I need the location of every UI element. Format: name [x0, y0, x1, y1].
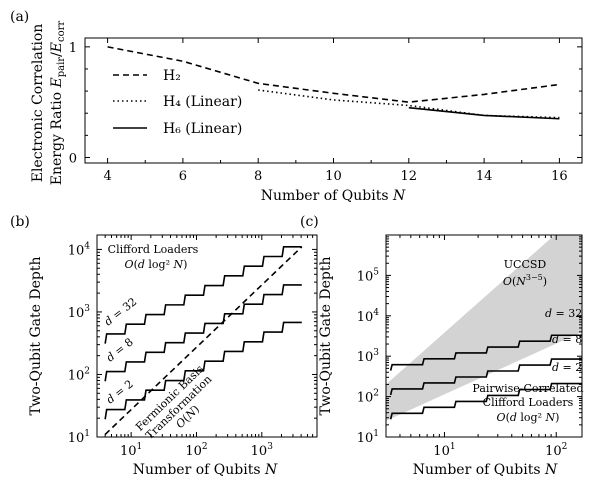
- c-d32-label: d = 32: [545, 307, 582, 320]
- panel-c-xlabel: Number of Qubits N: [413, 462, 558, 476]
- pairwise-line2: Clifford Loaders: [483, 396, 574, 409]
- b-series-0: [104, 246, 302, 344]
- panel-c-label: (c): [300, 214, 319, 230]
- panel-c-series: [386, 235, 582, 421]
- b-d8-label: d = 8: [104, 335, 136, 364]
- panel-c-ylabel: Two-Qubit Gate Depth: [318, 257, 334, 416]
- c-d8-label: d = 8: [552, 333, 582, 346]
- a-series-0: [107, 46, 560, 103]
- panel-b-label: (b): [10, 214, 30, 230]
- c-series-2: [389, 382, 582, 420]
- b-ytick-label: 102: [68, 366, 90, 383]
- a-xtick-label: 12: [401, 169, 418, 184]
- c-series-0: [389, 334, 582, 371]
- b-xtick-label: 101: [120, 442, 142, 459]
- b-ytick-label: 101: [68, 429, 90, 446]
- a-xtick-label: 8: [254, 169, 262, 184]
- panel-a-ylabel-line2: Energy Ratio Epair/Ecorr: [49, 21, 67, 186]
- a-xtick-label: 14: [476, 169, 493, 184]
- c-ytick-label: 101: [357, 429, 379, 446]
- legend-h6-label: H₆ (Linear): [163, 121, 242, 137]
- a-ytick-label: 0: [69, 151, 77, 166]
- a-xtick-label: 16: [551, 169, 568, 184]
- uccsd-band: [386, 235, 582, 421]
- fermionic-annotation: Fermionic Basis Transformation O(N): [133, 362, 214, 442]
- panel-a-legend: H₂ H₄ (Linear) H₆ (Linear): [113, 68, 242, 137]
- panel-c-chart: 101 102 101 102 103 104 105 Number of Qubits N…: [318, 234, 584, 478]
- panel-a-ticks: 4 6 8 10 12 14 16 0 1: [69, 38, 582, 184]
- panel-b-ylabel: Two-Qubit Gate Depth: [28, 257, 44, 416]
- clifford-loaders-complexity: O(d log² N): [125, 258, 188, 271]
- pairwise-line1: Pairwise-Correlated: [472, 382, 583, 395]
- c-series-1: [389, 358, 582, 396]
- panel-b-xlabel: Number of Qubits N: [133, 462, 278, 476]
- pairwise-complexity: O(d log² N): [497, 411, 560, 424]
- c-ytick-label: 105: [357, 267, 380, 284]
- b-xtick-label: 102: [185, 442, 207, 459]
- panel-a-ylabel-line1: Electronic Correlation: [30, 24, 46, 183]
- a-ytick-label: 1: [69, 41, 77, 56]
- b-series-2: [104, 321, 302, 420]
- a-series-2: [408, 106, 560, 120]
- a-xtick-label: 6: [179, 169, 187, 184]
- a-xtick-label: 4: [103, 169, 111, 184]
- panel-a-series: [107, 46, 560, 120]
- panel-b-chart: 101 102 103 101 102 103 104 Number of Qubits N…: [28, 234, 318, 478]
- c-ytick-label: 104: [357, 308, 380, 325]
- a-xtick-label: 10: [325, 169, 342, 184]
- c-d2-label: d = 2: [552, 361, 582, 374]
- c-xtick-label: 102: [545, 442, 567, 459]
- clifford-loaders-label: Clifford Loaders: [108, 243, 199, 256]
- panel-c-frame: [385, 234, 583, 438]
- b-d2-label: d = 2: [104, 377, 136, 406]
- c-ytick-label: 103: [357, 348, 380, 365]
- panel-a-label: (a): [10, 9, 29, 25]
- b-d32-label: d = 32: [102, 295, 139, 328]
- c-ytick-label: 102: [357, 389, 379, 406]
- panel-a-chart: 4 6 8 10 12 14 16 0 1 Number of Qubits N Electro…: [30, 21, 583, 204]
- c-xtick-label: 101: [433, 442, 455, 459]
- b-series-3: [104, 246, 303, 435]
- b-ytick-label: 104: [68, 241, 91, 258]
- b-series-1: [104, 284, 302, 382]
- legend-h4-label: H₄ (Linear): [163, 94, 242, 110]
- panel-b-frame: [96, 234, 318, 438]
- a-series-1: [258, 89, 560, 119]
- uccsd-label: UCCSD: [504, 258, 547, 271]
- panel-a-xlabel: Number of Qubits N: [261, 188, 406, 204]
- legend-h2-label: H₂: [163, 68, 181, 84]
- panel-b-series: [104, 246, 303, 435]
- b-ytick-label: 103: [68, 304, 91, 321]
- b-xtick-label: 103: [251, 442, 274, 459]
